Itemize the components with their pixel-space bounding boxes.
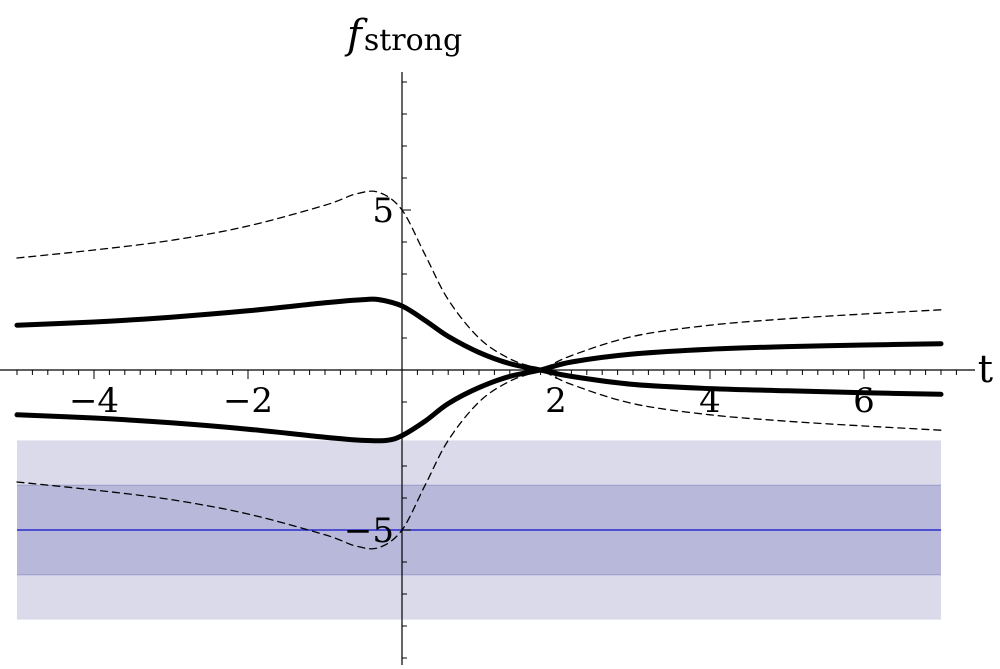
x-axis-title: t bbox=[978, 347, 993, 391]
x-tick-label: −4 bbox=[69, 381, 119, 421]
y-axis-title: fstrong bbox=[344, 12, 462, 58]
solid-curve-0 bbox=[14, 296, 944, 397]
series-layer bbox=[14, 190, 944, 550]
axes-layer bbox=[0, 72, 975, 665]
y-tick-label: 5 bbox=[372, 191, 394, 231]
x-tick-label: 4 bbox=[699, 381, 721, 421]
y-axis-title-sub: strong bbox=[364, 23, 462, 58]
solid-curve-1 bbox=[14, 341, 944, 444]
x-tick-label: −2 bbox=[223, 381, 273, 421]
dashed-curve-2 bbox=[16, 190, 942, 431]
tick-labels-layer: −4 −2 2 4 6 5 −5 bbox=[69, 191, 875, 551]
x-tick-label: 6 bbox=[853, 381, 875, 421]
dashed-curve-3 bbox=[16, 309, 942, 550]
y-tick-label: −5 bbox=[344, 511, 394, 551]
x-tick-label: 2 bbox=[545, 381, 567, 421]
